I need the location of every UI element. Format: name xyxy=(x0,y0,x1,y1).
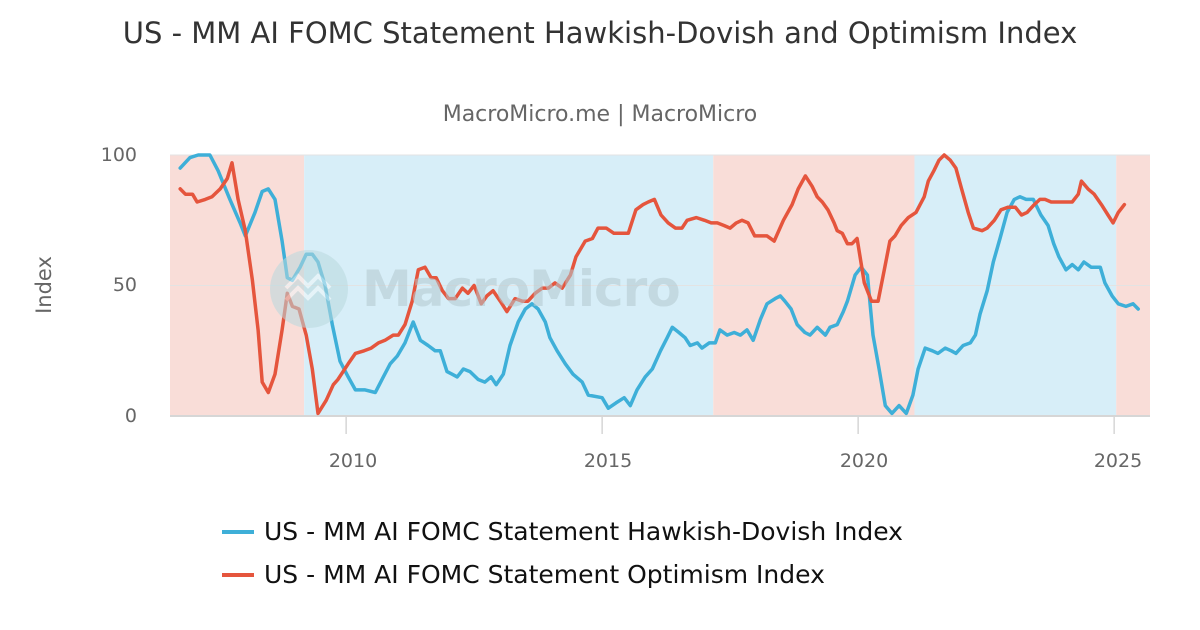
hawkish-dovish-line xyxy=(178,153,1140,416)
legend-swatch-red-line-icon xyxy=(222,572,254,577)
legend-label: US - MM AI FOMC Statement Optimism Index xyxy=(264,560,825,589)
x-tick-2015: 2015 xyxy=(583,450,633,472)
watermark: MacroMicro xyxy=(270,250,681,328)
optimism-line xyxy=(178,153,1127,416)
chart-title-text: US - MM AI FOMC Statement Hawkish-Dovish… xyxy=(122,16,1078,50)
legend-label: US - MM AI FOMC Statement Hawkish-Dovish… xyxy=(264,517,903,546)
y-tick-50: 50 xyxy=(112,274,137,296)
legend: US - MM AI FOMC Statement Hawkish-Dovish… xyxy=(222,510,903,596)
y-tick-100: 100 xyxy=(100,144,137,166)
series-lines xyxy=(178,153,1140,416)
x-tick-2010: 2010 xyxy=(328,450,378,472)
x-axis xyxy=(345,416,1115,434)
y-axis-label: Index xyxy=(32,256,56,314)
chart-subtitle: MacroMicro.me | MacroMicro xyxy=(442,102,758,127)
x-tick-2025: 2025 xyxy=(1093,450,1143,472)
legend-item-hawkish-dovish[interactable]: US - MM AI FOMC Statement Hawkish-Dovish… xyxy=(222,510,903,553)
legend-item-optimism[interactable]: US - MM AI FOMC Statement Optimism Index xyxy=(222,553,903,596)
legend-swatch-blue-line-icon xyxy=(222,529,254,534)
chart-title: US - MM AI FOMC Statement Hawkish-Dovish… xyxy=(0,14,1200,52)
x-tick-2020: 2020 xyxy=(839,450,889,472)
watermark-text: MacroMicro xyxy=(362,260,681,318)
macromicro-logo-icon xyxy=(270,250,348,328)
y-tick-0: 0 xyxy=(124,405,137,427)
